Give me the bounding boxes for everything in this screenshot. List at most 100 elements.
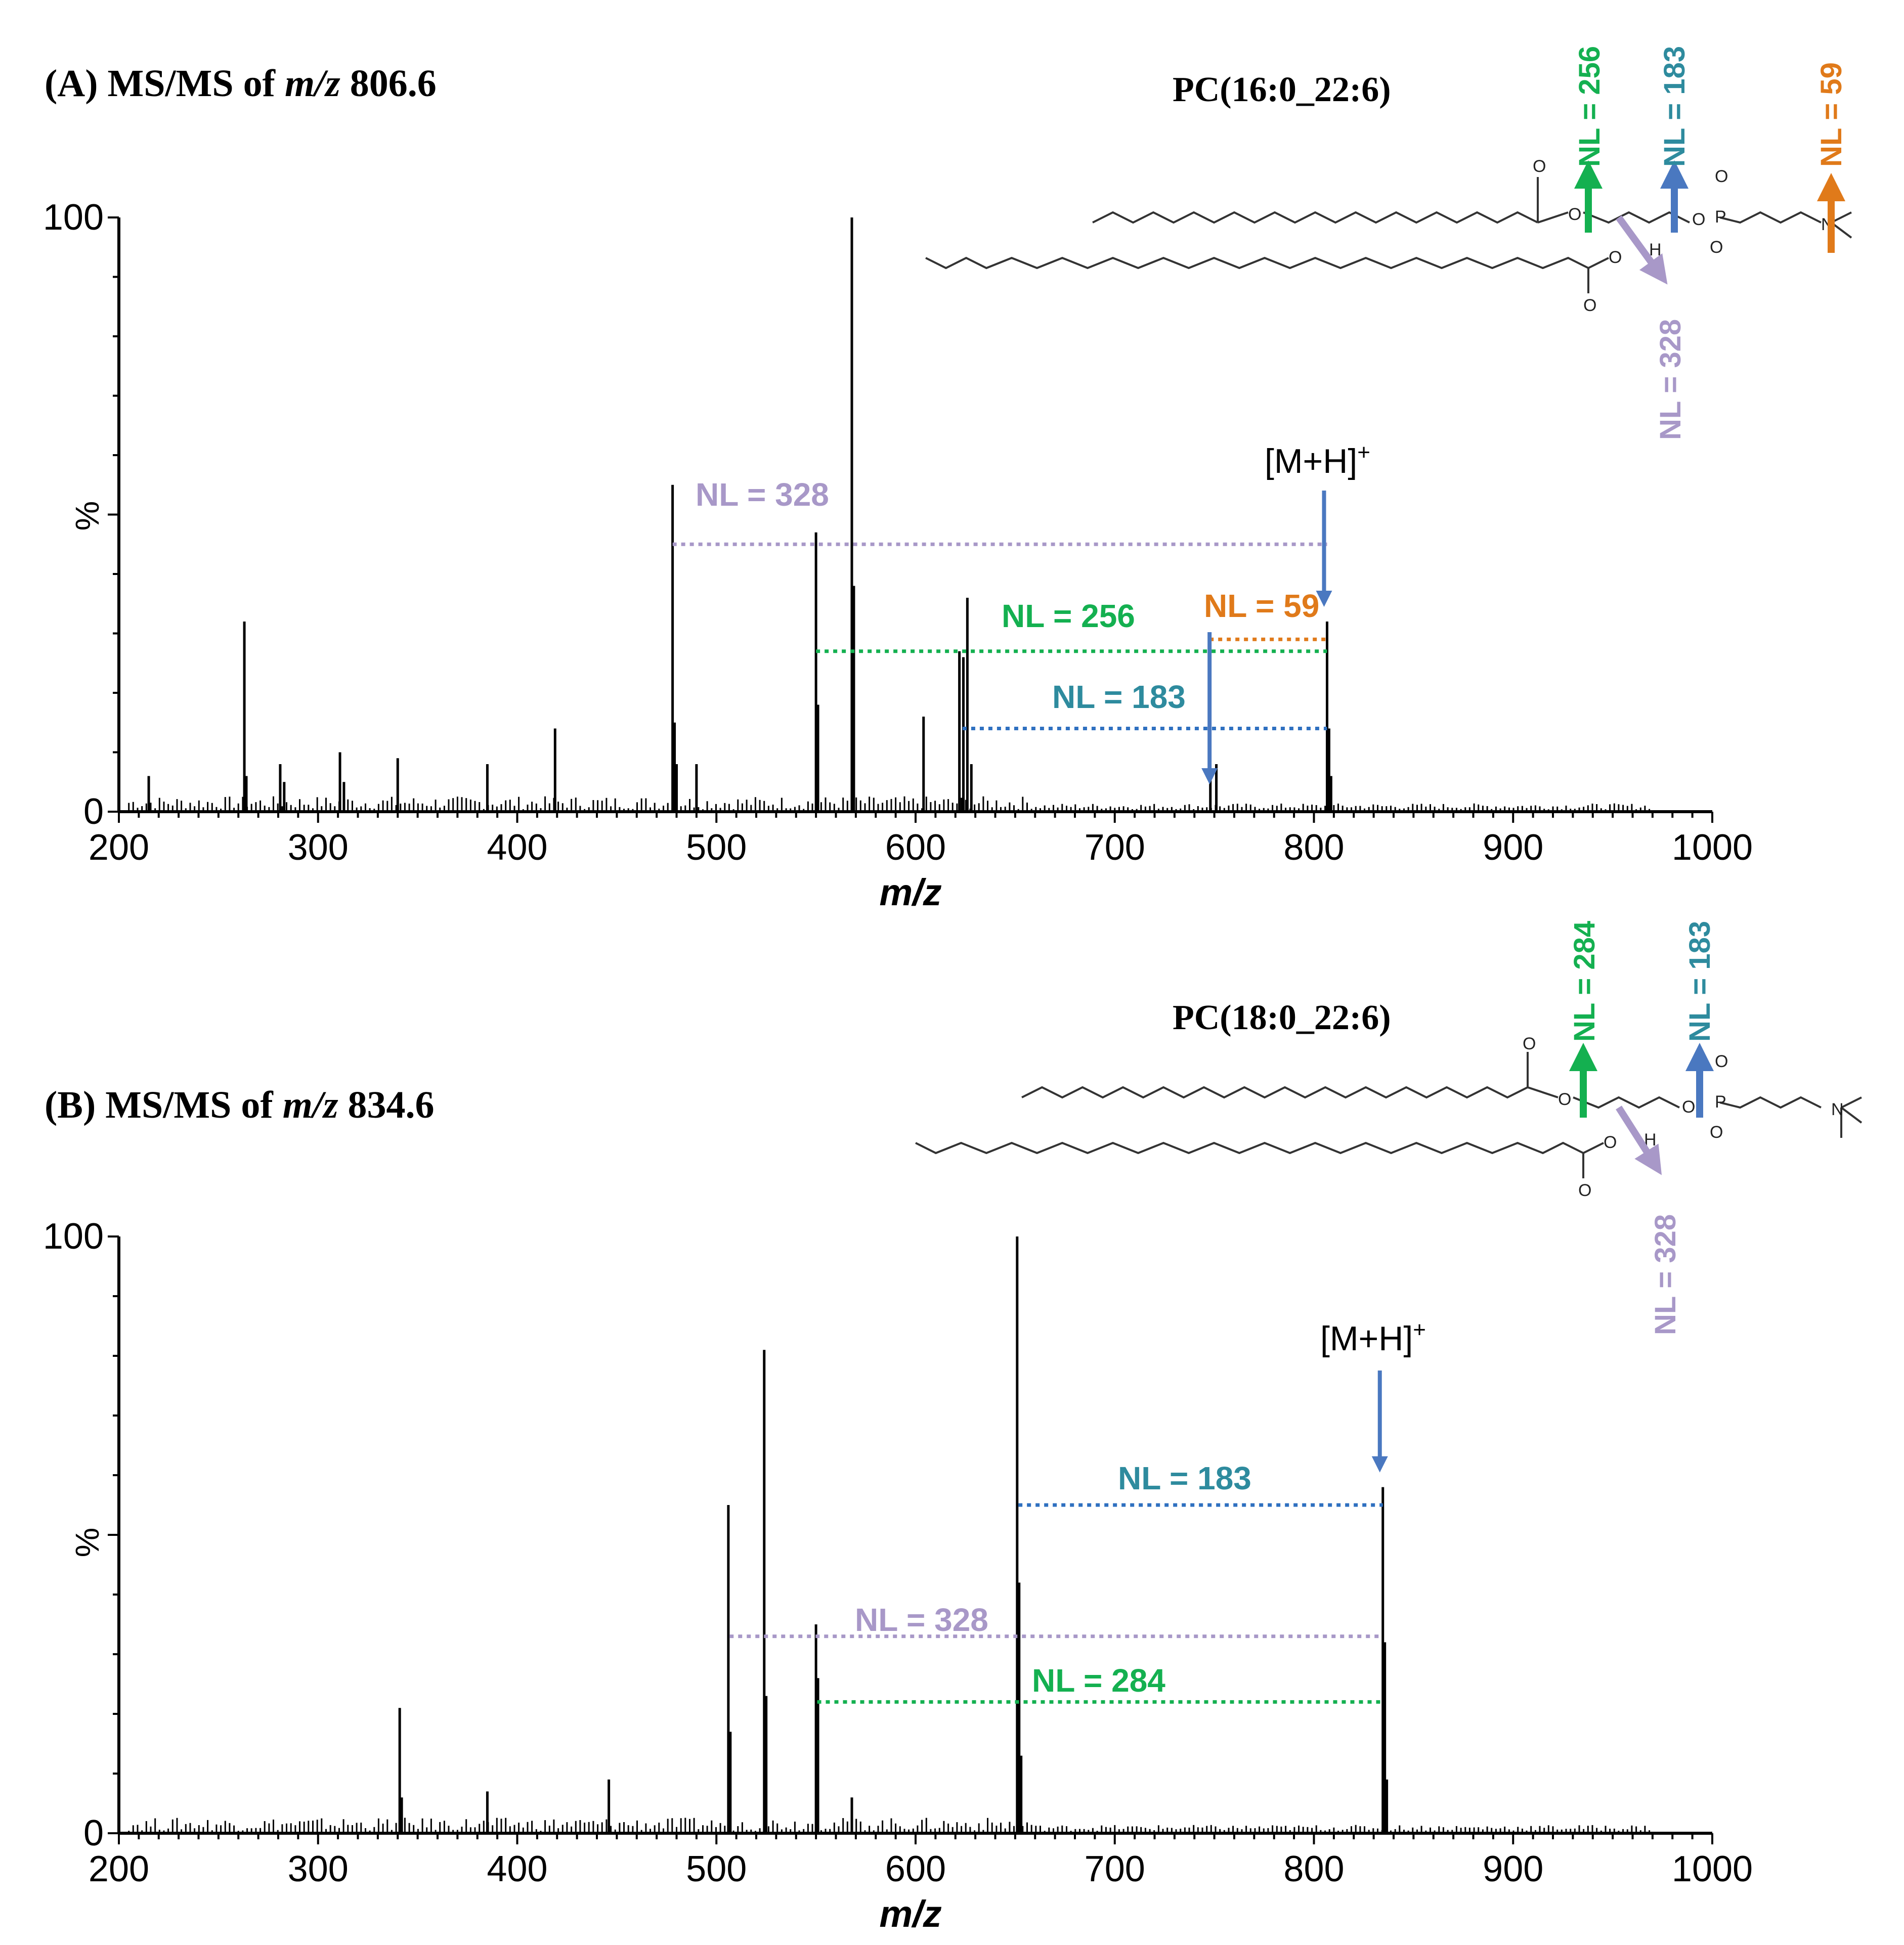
atom-o: O: [1609, 248, 1622, 267]
panel-b: (B) MS/MS of m/z 834.6 PC(18:0_22:6) O O…: [43, 921, 1863, 1935]
structure-b-sn2-chain: [915, 1141, 1584, 1155]
structure-a-nl-328: NL = 328: [1654, 319, 1687, 440]
panel-b-neutral-losses: NL = 183 NL = 328 NL = 284: [729, 1460, 1383, 1704]
x-tick-label: 400: [487, 1849, 547, 1889]
neutral-loss-label: NL = 284: [1032, 1662, 1165, 1699]
neutral-loss-label: NL = 328: [855, 1602, 988, 1638]
x-tick-label: 900: [1483, 827, 1543, 868]
panel-a: (A) MS/MS of m/z 806.6 PC(16:0_22:6) O O…: [43, 46, 1852, 913]
panel-a-peaks: [128, 217, 1651, 812]
atom-n: N: [1831, 1100, 1844, 1119]
atom-p: P: [1715, 207, 1726, 227]
panel-a-axes: 200 300 400 500 600 700 800 900 1000 0 100% m/z: [43, 197, 1753, 913]
x-tick-label: 500: [686, 1849, 747, 1889]
y-tick-label: 100: [43, 197, 104, 238]
atom-o: O: [1533, 157, 1546, 176]
atom-o: O: [1715, 167, 1728, 186]
structure-a-nl-183: NL = 183: [1658, 46, 1691, 167]
x-tick-label: 300: [288, 1849, 349, 1889]
x-tick-label: 1000: [1672, 827, 1753, 868]
structure-a-sn2-chain: [925, 256, 1589, 270]
structure-a-nl-256: NL = 256: [1573, 46, 1606, 167]
structure-a-sn1-chain: [1092, 211, 1538, 224]
structure-b-methyl-2: [1840, 1107, 1863, 1124]
precursor-charge: +: [1413, 1317, 1426, 1342]
precursor-label: [M+H]+: [1320, 1317, 1426, 1358]
structure-b-ester-bond: [1527, 1086, 1559, 1098]
x-tick-label: 500: [686, 827, 747, 868]
panel-b-atoms: O O O O H O P O O N: [1523, 1034, 1844, 1200]
atom-o: O: [1523, 1034, 1536, 1053]
precursor-charge: +: [1357, 440, 1370, 465]
x-axis-label: m/z: [879, 1893, 941, 1935]
panel-b-precursor: [M+H]+: [1320, 1317, 1426, 1473]
structure-b-methyl-1: [1841, 1096, 1862, 1109]
panel-b-structure-arrows: NL = 284 NL = 183 NL = 328: [1568, 921, 1716, 1335]
x-tick-label: 200: [89, 827, 149, 868]
x-tick-label: 200: [89, 1849, 149, 1889]
structure-b-arrow-328: [1616, 1106, 1662, 1175]
panel-a-precursor: [M+H]+: [1201, 440, 1370, 784]
structure-b-headgroup: [1719, 1096, 1822, 1109]
y-tick-label: 100: [43, 1216, 104, 1257]
structure-a-sn2-ester: [1588, 257, 1609, 269]
atom-o: O: [1604, 1133, 1617, 1152]
atom-p: P: [1715, 1092, 1726, 1112]
panel-a-structure-arrows: NL = 256 NL = 183 NL = 59 NL = 328: [1573, 46, 1848, 440]
panel-b-compound: PC(18:0_22:6): [1173, 998, 1391, 1037]
panel-b-peaks: [128, 1236, 1651, 1833]
atom-o: O: [1568, 205, 1581, 224]
panel-b-noise-floor: [128, 1818, 1651, 1833]
structure-b-nl-328: NL = 328: [1649, 1214, 1682, 1335]
neutral-loss-label: NL = 183: [1118, 1460, 1251, 1496]
panel-b-title: (B) MS/MS of m/z 834.6: [45, 1084, 435, 1126]
atom-o: O: [1583, 296, 1596, 315]
x-tick-label: 400: [487, 827, 547, 868]
y-axis-label: %: [68, 1528, 106, 1558]
neutral-loss-label: NL = 328: [696, 476, 829, 513]
atom-o: O: [1710, 1123, 1723, 1142]
x-axis-label: m/z: [879, 871, 941, 913]
structure-a-headgroup: [1719, 211, 1822, 224]
neutral-loss-label: NL = 256: [1002, 598, 1135, 634]
panel-a-title: (A) MS/MS of m/z 806.6: [45, 62, 437, 105]
neutral-loss-label: NL = 59: [1204, 588, 1319, 624]
panel-b-axes: 200 300 400 500 600 700 800 900 1000 0 100% m/z: [43, 1216, 1753, 1935]
panel-a-compound: PC(16:0_22:6): [1173, 70, 1391, 109]
x-tick-label: 600: [885, 1849, 946, 1889]
atom-o: O: [1558, 1090, 1571, 1109]
neutral-loss-label: NL = 183: [1052, 679, 1186, 715]
x-tick-label: 900: [1483, 1849, 1543, 1889]
x-tick-label: 700: [1085, 827, 1145, 868]
x-tick-label: 800: [1283, 827, 1344, 868]
precursor-label: [M+H]+: [1265, 440, 1370, 480]
structure-b-glycerol: [1573, 1096, 1680, 1109]
panel-a-neutral-losses: NL = 328 NL = 256 NL = 59 NL = 183: [672, 476, 1327, 730]
structure-b-nl-183: NL = 183: [1683, 921, 1716, 1042]
y-axis-label: %: [68, 501, 106, 531]
atom-o: O: [1710, 238, 1723, 257]
x-tick-label: 300: [288, 827, 349, 868]
atom-o: O: [1578, 1181, 1591, 1200]
structure-a-ester-bond: [1537, 211, 1569, 224]
y-tick-label: 0: [83, 791, 104, 832]
structure-b-sn1-chain: [1021, 1086, 1528, 1099]
structure-b-sn2-ester: [1583, 1142, 1604, 1154]
panel-a-atoms: O O O O H O P O O N: [1533, 157, 1834, 315]
atom-o: O: [1692, 210, 1705, 229]
x-tick-label: 1000: [1672, 1849, 1753, 1889]
y-tick-label: 0: [83, 1813, 104, 1853]
x-tick-label: 600: [885, 827, 946, 868]
atom-o: O: [1715, 1052, 1728, 1071]
atom-o: O: [1682, 1097, 1695, 1117]
panel-b-structure: [915, 1052, 1863, 1178]
structure-a-nl-59: NL = 59: [1815, 62, 1848, 167]
structure-a-arrow-328: [1616, 215, 1668, 285]
x-tick-label: 800: [1283, 1849, 1344, 1889]
structure-b-nl-284: NL = 284: [1568, 921, 1601, 1042]
x-tick-label: 700: [1085, 1849, 1145, 1889]
panel-a-noise-floor: [128, 796, 1651, 812]
panel-a-structure: [925, 177, 1852, 293]
